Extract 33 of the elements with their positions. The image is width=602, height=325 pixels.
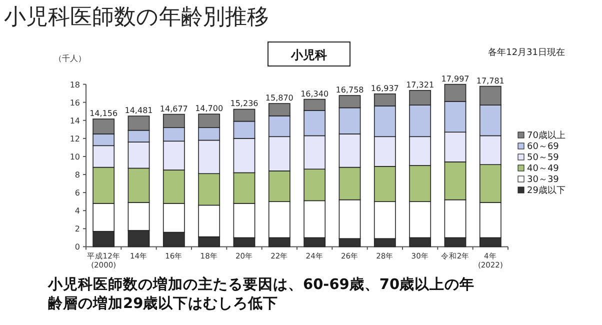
y-tick-label: 2: [74, 224, 80, 234]
total-label: 17,781: [476, 76, 504, 86]
legend-label: 70歳以上: [527, 130, 566, 141]
total-label: 16,758: [336, 86, 364, 95]
text: 各年12月31日現在: [488, 47, 565, 58]
y-tick-label: 8: [74, 170, 80, 180]
total-label: 14,677: [160, 104, 188, 114]
y-axis-title: （千人）: [54, 54, 86, 63]
y-tick-label: 16: [70, 98, 80, 108]
legend-label: 30～39: [527, 175, 560, 185]
y-tick-label: 6: [74, 188, 80, 198]
total-label: 17,997: [441, 74, 470, 84]
y-tick-label: 18: [70, 80, 80, 90]
chart-title: 小児科医師数の年齢別推移: [4, 4, 269, 32]
legend-label: 29歳以下: [527, 185, 566, 196]
y-tick-label: 10: [70, 152, 80, 162]
total-label: 15,870: [265, 94, 294, 103]
y-tick-label: 14: [70, 116, 80, 126]
total-label: 16,340: [300, 89, 329, 98]
total-label: 15,236: [230, 99, 258, 108]
total-label: 14,700: [195, 104, 224, 114]
y-tick-label: 4: [74, 206, 80, 216]
legend-label: 60～69: [527, 142, 560, 152]
total-label: 14,481: [124, 106, 153, 116]
total-label: 14,156: [90, 108, 118, 118]
legend-label: 40～49: [527, 164, 560, 174]
total-label: 17,321: [406, 80, 434, 90]
chart-subtitle: 小児科: [290, 48, 327, 62]
y-tick-label: 0: [74, 242, 80, 252]
legend-label: 50～59: [527, 153, 560, 163]
text: 小児科医師数の増加の主たる要因は、60-69歳、70歳以上の年齢層の増加29歳以下はむしろ低下: [48, 276, 476, 314]
y-tick-label: 12: [70, 134, 80, 144]
total-label: 16,937: [370, 84, 399, 93]
